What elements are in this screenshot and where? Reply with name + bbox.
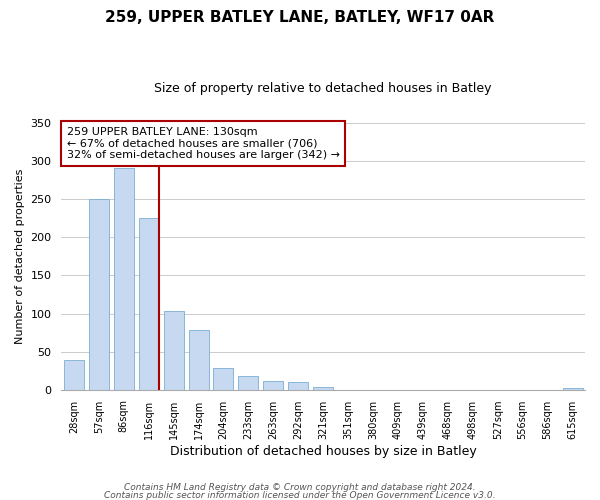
Bar [263, 382, 283, 390]
Text: Contains public sector information licensed under the Open Government Licence v3: Contains public sector information licen… [104, 490, 496, 500]
Y-axis label: Number of detached properties: Number of detached properties [15, 168, 25, 344]
Bar [164, 311, 184, 390]
Bar [139, 218, 158, 390]
Text: 259 UPPER BATLEY LANE: 130sqm
← 67% of detached houses are smaller (706)
32% of : 259 UPPER BATLEY LANE: 130sqm ← 67% of d… [67, 127, 340, 160]
Bar [89, 199, 109, 390]
Text: Contains HM Land Registry data © Crown copyright and database right 2024.: Contains HM Land Registry data © Crown c… [124, 484, 476, 492]
Text: 259, UPPER BATLEY LANE, BATLEY, WF17 0AR: 259, UPPER BATLEY LANE, BATLEY, WF17 0AR [106, 10, 494, 25]
Bar [288, 382, 308, 390]
Bar [563, 388, 583, 390]
Title: Size of property relative to detached houses in Batley: Size of property relative to detached ho… [154, 82, 492, 96]
Bar [114, 168, 134, 390]
Bar [214, 368, 233, 390]
Bar [238, 376, 259, 390]
Bar [313, 386, 333, 390]
Bar [188, 330, 209, 390]
Bar [64, 360, 84, 390]
X-axis label: Distribution of detached houses by size in Batley: Distribution of detached houses by size … [170, 444, 476, 458]
